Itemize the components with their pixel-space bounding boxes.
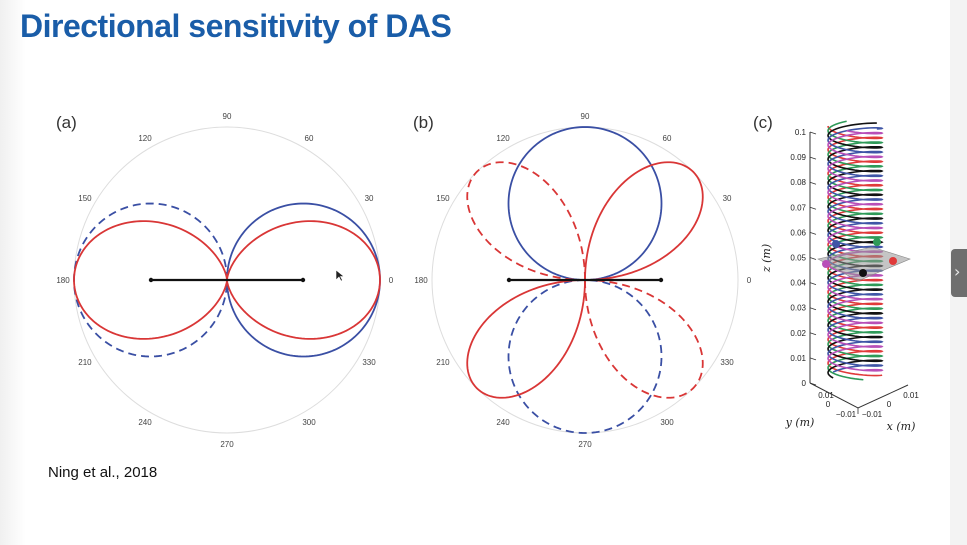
- helix-fiber: [827, 127, 884, 373]
- z-tick: [809, 156, 817, 160]
- helix-intersection-point: [822, 260, 830, 268]
- z-tick: [809, 282, 817, 285]
- y-axis-label: y (m): [785, 416, 815, 429]
- panel-b-red-solid-lobe: [584, 161, 704, 281]
- z-tick-label: 0.02: [790, 329, 806, 338]
- x-tick-label: 0: [887, 400, 892, 409]
- panel-b-label: (b): [413, 113, 434, 132]
- panel-b-angle-label: 240: [496, 418, 510, 427]
- helix-intersection-point: [832, 240, 840, 248]
- panel-a-angle-label: 60: [305, 134, 314, 143]
- panel-a-angle-label: 270: [220, 440, 234, 449]
- panel-a-red-lobes: [73, 220, 381, 340]
- z-tick-label: 0.1: [795, 128, 807, 137]
- panel-a: (a) 0 30 60 90 120 150 180 210 240 270 300 330: [56, 112, 394, 449]
- panel-b-angle-label: 180: [414, 276, 428, 285]
- z-tick-label: 0: [802, 379, 807, 388]
- z-tick-label: 0.04: [790, 279, 806, 288]
- panel-b-cable-end: [658, 277, 664, 283]
- panel-b-angle-label: 210: [436, 358, 450, 367]
- panel-a-angle-label: 210: [78, 358, 92, 367]
- helix-intersection-point: [859, 269, 867, 277]
- panel-b-angle-label: 330: [720, 358, 734, 367]
- panel-a-angle-label: 90: [223, 112, 232, 121]
- panel-a-label: (a): [56, 113, 77, 132]
- z-tick-label: 0.06: [790, 228, 806, 237]
- z-tick: [809, 181, 817, 185]
- z-tick-label: 0.03: [790, 304, 806, 313]
- panel-b-blue-dashed-lobe: [507, 279, 663, 434]
- z-tick: [809, 257, 817, 260]
- slide-edge-shade: [0, 0, 26, 545]
- panel-a-cable-end: [300, 277, 306, 283]
- z-tick: [809, 332, 817, 336]
- panel-a-angle-label: 300: [302, 418, 316, 427]
- panel-b-angle-label: 30: [723, 194, 732, 203]
- z-tick: [809, 131, 817, 135]
- panel-a-angle-label: 330: [362, 358, 376, 367]
- panel-b-angle-label: 120: [496, 134, 510, 143]
- panel-b: (b) 0 30 60 90 120 150 180 210 240 270 300 330: [413, 112, 752, 449]
- citation: Ning et al., 2018: [48, 464, 158, 481]
- helix-intersection-point: [889, 257, 897, 265]
- chevron-right-icon: ›: [954, 262, 961, 281]
- panel-a-angle-label: 120: [138, 134, 152, 143]
- panel-b-red-dashed-lobe: [466, 161, 586, 281]
- panel-a-cable-end: [148, 277, 154, 283]
- panel-c: (c)00.010.020.030.040.050.060.070.080.09…: [753, 113, 919, 433]
- x-axis-label: x (m): [887, 420, 916, 433]
- x-tick-label: −0.01: [862, 410, 883, 419]
- panel-b-angle-label: 300: [660, 418, 674, 427]
- z-tick: [809, 206, 817, 210]
- z-tick-label: 0.01: [790, 354, 806, 363]
- z-tick-label: 0.08: [790, 178, 806, 187]
- x-tick-label: 0.01: [903, 391, 919, 400]
- panel-b-angle-label: 270: [578, 440, 592, 449]
- z-tick-label: 0.07: [790, 203, 806, 212]
- cross-section-plane: [817, 246, 911, 282]
- panel-a-angle-label: 0: [389, 276, 394, 285]
- panel-b-angle-label: 0: [747, 276, 752, 285]
- panel-b-blue-solid-lobe: [507, 126, 663, 281]
- panel-a-angle-label: 150: [78, 194, 92, 203]
- panel-b-red-solid-lobe: [466, 279, 586, 399]
- z-axis-label: z (m): [760, 244, 773, 273]
- z-tick-label: 0.05: [790, 254, 806, 263]
- panel-b-cable-end: [506, 277, 512, 283]
- panel-b-angle-label: 90: [581, 112, 590, 121]
- panel-b-angle-label: 150: [436, 194, 450, 203]
- helix-intersection-point: [873, 238, 881, 246]
- panel-b-red-dashed-lobe: [584, 279, 704, 399]
- next-slide-button[interactable]: ›: [951, 249, 967, 297]
- z-tick: [809, 232, 817, 235]
- slide-title: Directional sensitivity of DAS: [20, 8, 452, 44]
- z-tick-label: 0.09: [790, 153, 806, 162]
- panel-a-angle-label: 180: [56, 276, 70, 285]
- panel-b-angle-label: 60: [663, 134, 672, 143]
- panel-c-label: (c): [753, 113, 773, 132]
- y-tick-label: 0.01: [818, 391, 834, 400]
- z-tick: [809, 307, 817, 311]
- panel-a-angle-label: 240: [138, 418, 152, 427]
- y-tick-label: −0.01: [836, 410, 857, 419]
- z-tick: [809, 357, 817, 361]
- mouse-cursor-icon: [335, 269, 345, 282]
- panel-a-angle-label: 30: [365, 194, 374, 203]
- y-tick-label: 0: [826, 400, 831, 409]
